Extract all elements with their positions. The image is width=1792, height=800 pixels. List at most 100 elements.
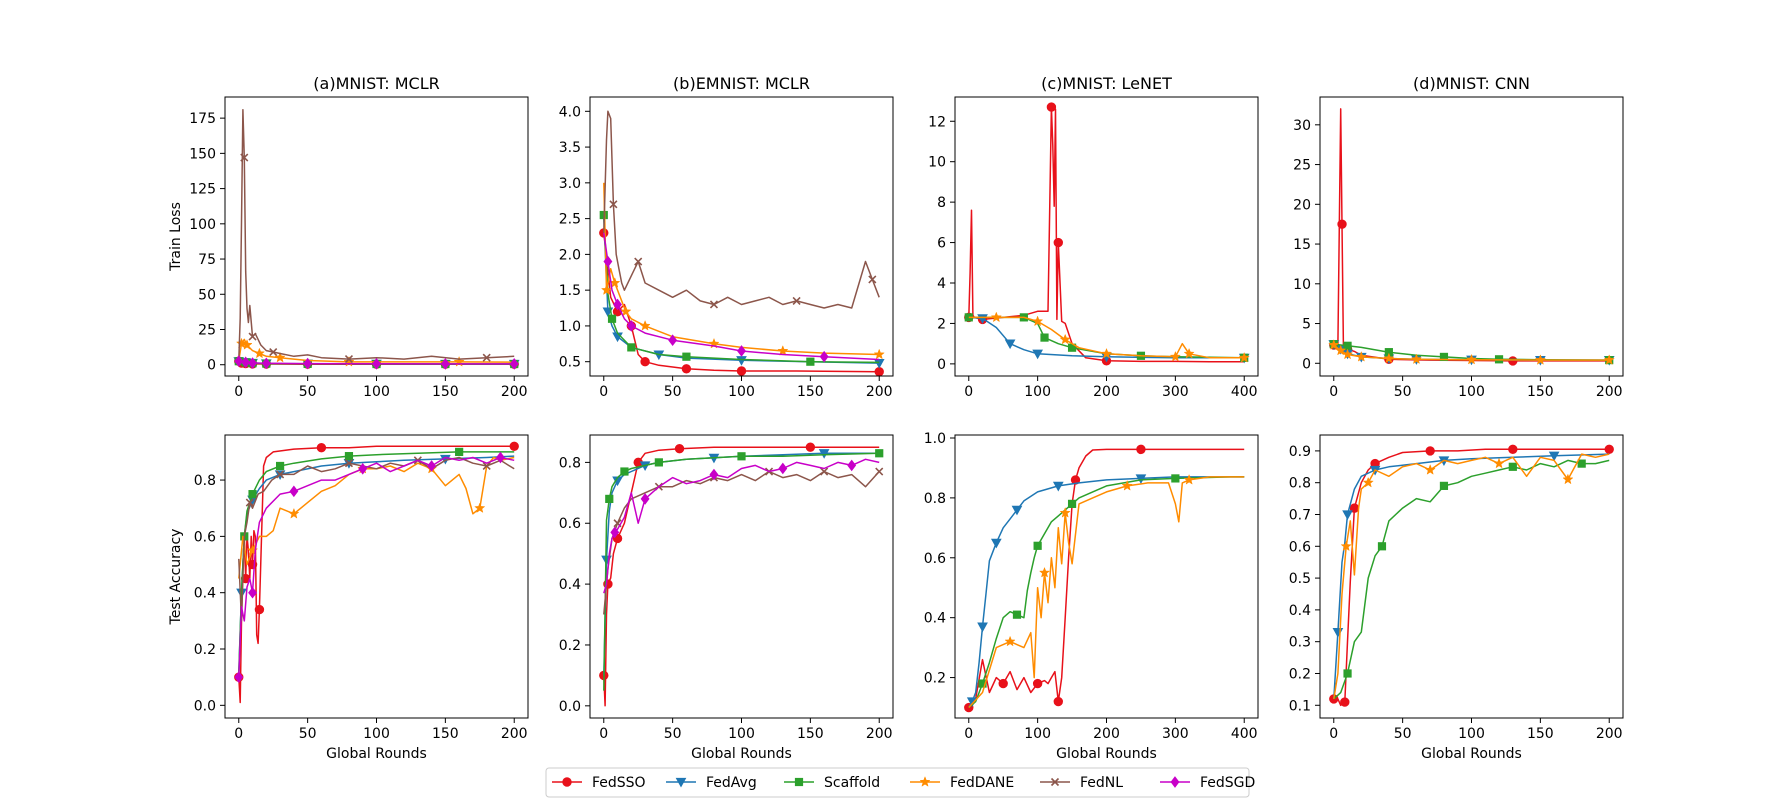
data-point-scaffold — [737, 452, 746, 461]
y-tick-label: 5 — [1302, 317, 1311, 333]
series-line-fedsso — [238, 445, 515, 704]
legend-marker-scaffold — [794, 777, 804, 787]
data-point-fedavg — [1548, 451, 1560, 462]
data-point-feddane — [1100, 347, 1113, 359]
chart-title: (c)MNIST: LeNET — [1041, 74, 1172, 93]
data-point-fedsso — [1032, 678, 1043, 689]
data-point-fedsso — [1604, 444, 1614, 455]
y-tick-label: 0.8 — [194, 473, 216, 489]
panel-b-loss: 0 50 100 150 200 0.5 1.0 1.5 2.0 2.5 3.0 3.5 4.0 (b)E… — [559, 74, 894, 400]
data-point-feddane — [1328, 339, 1340, 350]
data-point-feddane — [1465, 353, 1478, 365]
axes-frame — [1319, 434, 1624, 719]
data-point-fednl — [609, 200, 618, 209]
data-point-scaffold — [455, 447, 464, 456]
data-point-fednl — [344, 355, 354, 364]
data-point-scaffold — [1439, 352, 1449, 362]
data-point-feddane — [1121, 479, 1133, 491]
y-tick-label: 50 — [198, 287, 216, 303]
data-point-fednl — [245, 498, 254, 507]
series-line-fednl — [603, 470, 880, 615]
data-point-fednl — [482, 353, 491, 362]
y-tick-label: 0.8 — [559, 455, 581, 471]
data-point-fedsgd — [613, 298, 622, 311]
x-tick-label: 100 — [728, 384, 755, 400]
y-tick-label: 0.6 — [559, 516, 581, 532]
y-tick-label: 0 — [207, 358, 216, 374]
y-tick-label: 0.2 — [559, 638, 581, 654]
data-point-fedavg — [977, 622, 988, 633]
data-point-scaffold — [1439, 481, 1449, 490]
series-line-scaffold — [1333, 459, 1610, 700]
series-line-scaffold — [603, 452, 880, 691]
data-point-feddane — [600, 284, 613, 295]
x-tick-label: 0 — [1329, 384, 1338, 400]
y-tick-label: 0.6 — [924, 551, 946, 567]
data-point-scaffold — [344, 452, 354, 461]
data-point-fedsgd — [847, 459, 857, 472]
data-point-fedsgd — [668, 334, 678, 347]
data-point-fedsgd — [248, 586, 257, 599]
data-point-scaffold — [682, 352, 691, 361]
x-tick-label: 300 — [1162, 384, 1189, 400]
axes-frame — [224, 96, 529, 377]
series-line-fednl — [603, 110, 880, 309]
legend-marker-feddane — [919, 776, 931, 787]
chart-title: (b)EMNIST: MCLR — [673, 74, 810, 93]
data-point-fedavg — [1332, 628, 1344, 638]
y-tick-label: 3.0 — [559, 176, 581, 192]
series-line-scaffold — [603, 214, 880, 364]
data-point-scaffold — [607, 314, 617, 323]
data-point-fednl — [248, 332, 257, 341]
data-point-feddane — [1059, 333, 1071, 345]
data-point-feddane — [1335, 344, 1347, 356]
y-tick-label: 0.8 — [924, 491, 946, 507]
data-point-fedsso — [1508, 356, 1518, 366]
data-point-fedsgd — [778, 462, 788, 475]
x-tick-label: 50 — [1394, 726, 1412, 742]
y-tick-label: 2.0 — [559, 247, 581, 263]
data-point-fedsgd — [640, 493, 650, 505]
series-line-fedavg — [968, 476, 1245, 708]
data-point-feddane — [1238, 351, 1250, 363]
series-line-fedsgd — [238, 456, 515, 678]
data-point-fedsso — [1053, 696, 1063, 707]
y-tick-label: 8 — [937, 195, 946, 211]
plot-area — [599, 442, 884, 707]
data-point-fednl — [634, 257, 643, 266]
data-point-fedsso — [1508, 444, 1518, 455]
y-tick-label: 150 — [189, 146, 216, 162]
legend-marker-fedsso — [562, 777, 572, 787]
x-tick-label: 50 — [299, 726, 317, 742]
y-tick-label: 0.6 — [1289, 539, 1311, 555]
data-point-fedsgd — [261, 357, 271, 370]
y-tick-label: 0.4 — [924, 611, 946, 627]
x-axis-label: Global Rounds — [691, 746, 792, 762]
x-axis-label: Global Rounds — [1421, 746, 1522, 762]
data-point-feddane — [1341, 348, 1354, 360]
data-point-feddane — [235, 337, 248, 349]
data-point-fedavg — [1052, 481, 1064, 492]
data-point-feddane — [288, 507, 300, 519]
x-tick-label: 150 — [797, 726, 824, 742]
y-tick-label: 0.6 — [194, 529, 216, 545]
legend-marker-fedsgd — [1170, 776, 1180, 788]
panel-c-loss: 0 100 200 300 400 0 2 4 6 8 10 12 (c)MNIST: LeNET — [928, 74, 1259, 400]
x-tick-label: 100 — [1458, 726, 1485, 742]
data-point-fedsgd — [709, 468, 719, 481]
x-tick-label: 100 — [1024, 384, 1051, 400]
x-tick-label: 200 — [866, 726, 893, 742]
data-point-fedavg — [1032, 349, 1043, 360]
series-line-feddane — [238, 456, 515, 579]
y-tick-label: 0.5 — [559, 355, 581, 371]
series-line-fedavg — [603, 452, 880, 676]
legend: FedSSO FedAvg Scaffold FedDANE FedNL FedSGD — [545, 767, 1255, 798]
x-tick-label: 100 — [1458, 384, 1485, 400]
data-point-scaffold — [1067, 499, 1077, 508]
data-point-feddane — [1355, 350, 1367, 362]
data-point-fedsso — [1425, 446, 1435, 456]
series-line-fedavg — [603, 218, 880, 364]
plot-area — [1328, 108, 1615, 366]
data-point-fedsgd — [234, 671, 244, 683]
